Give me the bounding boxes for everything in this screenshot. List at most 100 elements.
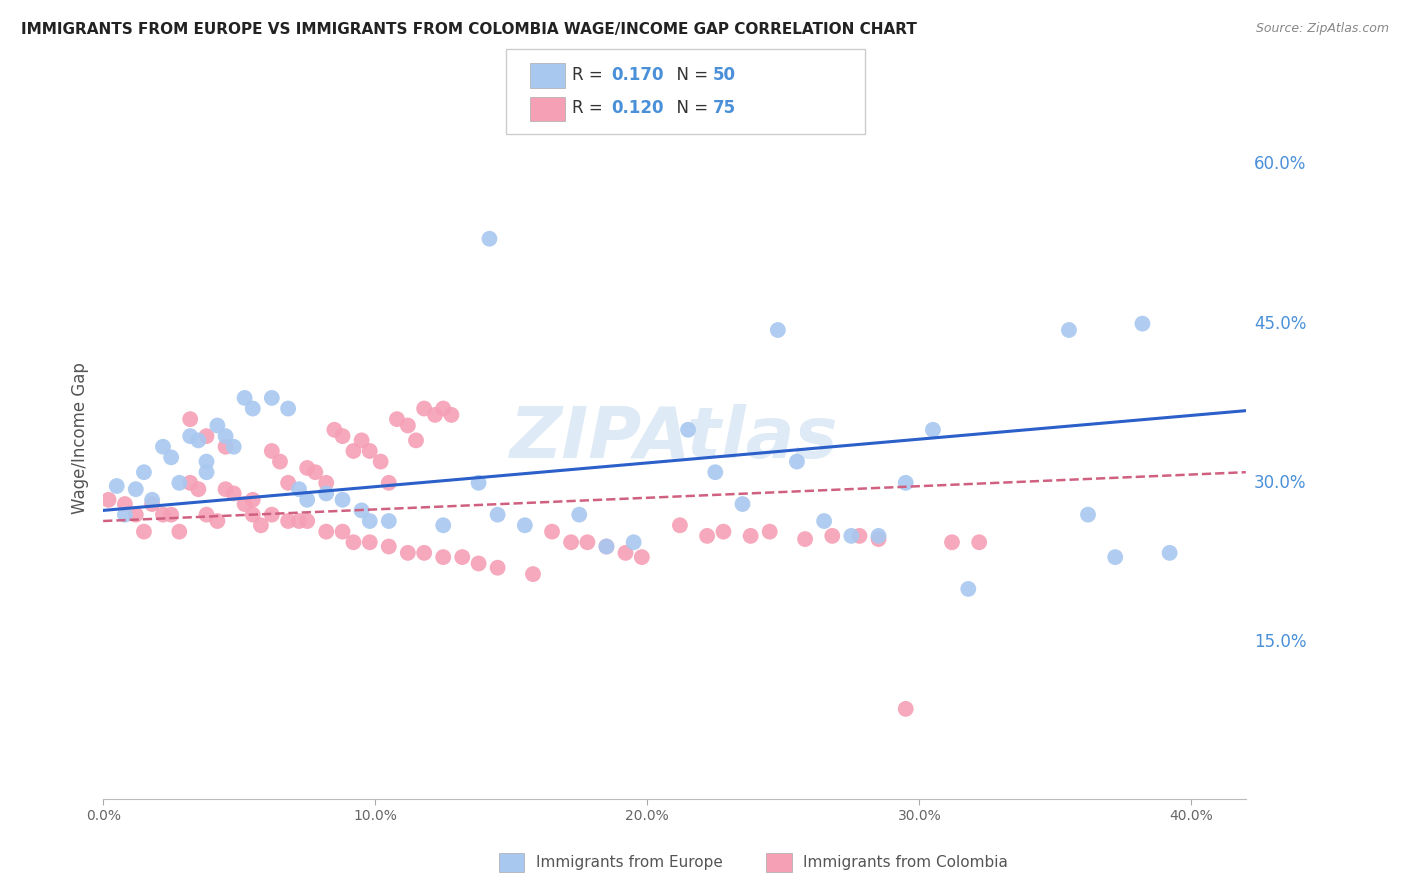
- Point: [894, 475, 917, 490]
- Text: 75: 75: [713, 99, 735, 117]
- Point: [195, 454, 218, 468]
- Point: [179, 412, 201, 426]
- Point: [451, 550, 474, 565]
- Point: [478, 232, 501, 246]
- Point: [370, 454, 392, 468]
- Point: [332, 492, 354, 507]
- Point: [560, 535, 582, 549]
- Text: Immigrants from Europe: Immigrants from Europe: [536, 855, 723, 870]
- Point: [432, 550, 454, 565]
- Point: [160, 450, 183, 465]
- Point: [195, 465, 218, 479]
- Point: [97, 492, 120, 507]
- Text: Source: ZipAtlas.com: Source: ZipAtlas.com: [1256, 22, 1389, 36]
- Point: [669, 518, 692, 533]
- Text: IMMIGRANTS FROM EUROPE VS IMMIGRANTS FROM COLOMBIA WAGE/INCOME GAP CORRELATION C: IMMIGRANTS FROM EUROPE VS IMMIGRANTS FRO…: [21, 22, 917, 37]
- Point: [396, 418, 419, 433]
- Point: [141, 492, 163, 507]
- Point: [704, 465, 727, 479]
- Point: [467, 475, 489, 490]
- Point: [359, 514, 381, 528]
- Text: R =: R =: [572, 66, 609, 84]
- Point: [233, 497, 256, 511]
- Point: [315, 524, 337, 539]
- Point: [242, 508, 264, 522]
- Point: [132, 465, 155, 479]
- Point: [740, 529, 762, 543]
- Point: [467, 557, 489, 571]
- Point: [277, 401, 299, 416]
- Point: [315, 486, 337, 500]
- Point: [350, 503, 373, 517]
- Point: [304, 465, 326, 479]
- Point: [1159, 546, 1181, 560]
- Point: [242, 401, 264, 416]
- Point: [359, 535, 381, 549]
- Point: [713, 524, 735, 539]
- Point: [378, 475, 401, 490]
- Point: [957, 582, 980, 596]
- Point: [132, 524, 155, 539]
- Point: [222, 486, 245, 500]
- Point: [758, 524, 780, 539]
- Point: [169, 524, 191, 539]
- Point: [378, 514, 401, 528]
- Point: [696, 529, 718, 543]
- Point: [207, 514, 229, 528]
- Point: [179, 475, 201, 490]
- Point: [432, 518, 454, 533]
- Point: [342, 444, 364, 458]
- Point: [522, 567, 544, 582]
- Point: [848, 529, 870, 543]
- Point: [288, 482, 311, 496]
- Point: [195, 429, 218, 443]
- Point: [288, 514, 311, 528]
- Point: [868, 529, 890, 543]
- Point: [1077, 508, 1099, 522]
- Point: [413, 546, 436, 560]
- Point: [141, 497, 163, 511]
- Point: [195, 508, 218, 522]
- Text: ZIPAtlas: ZIPAtlas: [510, 404, 839, 473]
- Point: [214, 482, 236, 496]
- Text: 0.120: 0.120: [612, 99, 664, 117]
- Point: [114, 508, 136, 522]
- Point: [794, 532, 817, 546]
- Point: [413, 401, 436, 416]
- Point: [277, 514, 299, 528]
- Point: [378, 540, 401, 554]
- Point: [295, 461, 318, 475]
- Point: [576, 535, 599, 549]
- Point: [152, 440, 174, 454]
- Point: [595, 540, 617, 554]
- Text: R =: R =: [572, 99, 609, 117]
- Point: [222, 440, 245, 454]
- Point: [260, 508, 283, 522]
- Text: N =: N =: [666, 99, 714, 117]
- Point: [595, 540, 617, 554]
- Point: [114, 497, 136, 511]
- Point: [214, 429, 236, 443]
- Point: [295, 514, 318, 528]
- Point: [623, 535, 645, 549]
- Point: [385, 412, 408, 426]
- Point: [359, 444, 381, 458]
- Point: [941, 535, 963, 549]
- Point: [125, 508, 148, 522]
- Point: [766, 323, 789, 337]
- Point: [169, 475, 191, 490]
- Point: [405, 434, 427, 448]
- Point: [868, 532, 890, 546]
- Point: [125, 482, 148, 496]
- Point: [541, 524, 564, 539]
- Point: [295, 492, 318, 507]
- Point: [786, 454, 808, 468]
- Point: [342, 535, 364, 549]
- Text: Immigrants from Colombia: Immigrants from Colombia: [803, 855, 1008, 870]
- Point: [350, 434, 373, 448]
- Point: [1057, 323, 1080, 337]
- Point: [676, 423, 699, 437]
- Point: [250, 518, 273, 533]
- Point: [1104, 550, 1126, 565]
- Point: [614, 546, 637, 560]
